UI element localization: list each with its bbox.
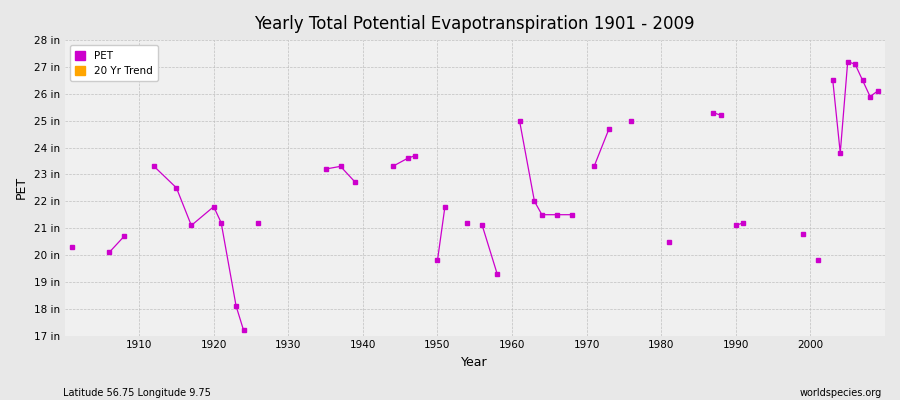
Legend: PET, 20 Yr Trend: PET, 20 Yr Trend — [70, 45, 158, 82]
X-axis label: Year: Year — [462, 356, 488, 369]
Text: Latitude 56.75 Longitude 9.75: Latitude 56.75 Longitude 9.75 — [63, 388, 211, 398]
Title: Yearly Total Potential Evapotranspiration 1901 - 2009: Yearly Total Potential Evapotranspiratio… — [255, 15, 695, 33]
Text: worldspecies.org: worldspecies.org — [800, 388, 882, 398]
Y-axis label: PET: PET — [15, 176, 28, 200]
